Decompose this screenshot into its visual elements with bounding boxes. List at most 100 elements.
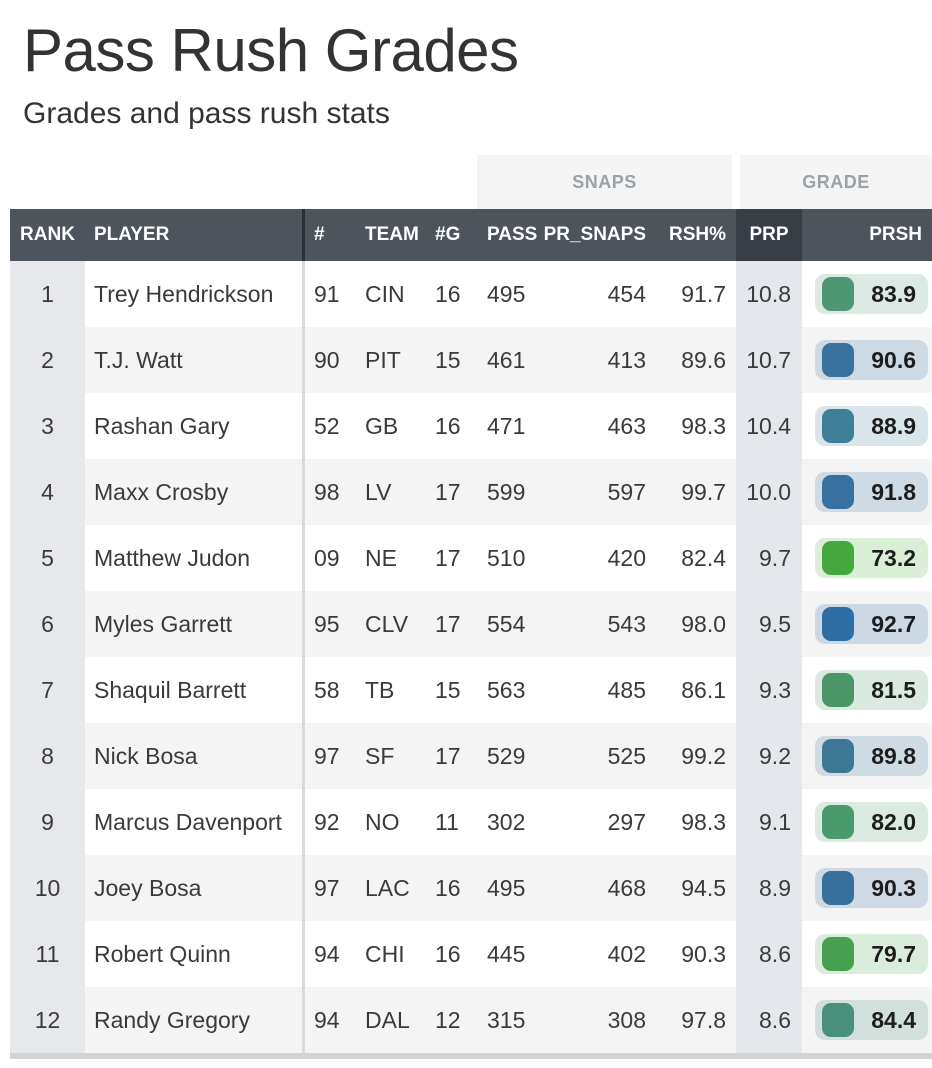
rsh-pct-cell: 94.5 (648, 855, 736, 921)
column-header-rank[interactable]: RANK (10, 209, 85, 261)
row-divider (302, 789, 305, 855)
row-divider (302, 393, 305, 459)
pass-snaps-cell: 495 (483, 261, 545, 327)
rsh-pct-cell: 99.7 (648, 459, 736, 525)
jersey-number-cell: 95 (305, 591, 353, 657)
header-gap (802, 209, 806, 261)
prsh-grade-cell: 83.9 (806, 261, 932, 327)
table-row[interactable]: 1 Trey Hendrickson 91 CIN 16 495 454 91.… (10, 261, 932, 327)
table-row[interactable]: 6 Myles Garrett 95 CLV 17 554 543 98.0 9… (10, 591, 932, 657)
rsh-pct-cell: 98.3 (648, 393, 736, 459)
rsh-pct-cell: 98.3 (648, 789, 736, 855)
games-cell: 17 (425, 591, 483, 657)
rsh-pct-cell: 90.3 (648, 921, 736, 987)
rsh-pct-cell: 99.2 (648, 723, 736, 789)
row-divider (302, 591, 305, 657)
jersey-number-cell: 91 (305, 261, 353, 327)
table-row[interactable]: 9 Marcus Davenport 92 NO 11 302 297 98.3… (10, 789, 932, 855)
rsh-pct-cell: 86.1 (648, 657, 736, 723)
prp-cell: 8.6 (736, 921, 802, 987)
column-header-pass[interactable]: PASS (483, 209, 545, 261)
jersey-number-cell: 92 (305, 789, 353, 855)
pr-snaps-cell: 297 (545, 789, 648, 855)
player-name-cell: Randy Gregory (85, 987, 302, 1053)
table-row[interactable]: 2 T.J. Watt 90 PIT 15 461 413 89.6 10.7 … (10, 327, 932, 393)
grade-value: 79.7 (871, 940, 916, 967)
team-cell: TB (353, 657, 425, 723)
table-row[interactable]: 3 Rashan Gary 52 GB 16 471 463 98.3 10.4… (10, 393, 932, 459)
prsh-grade-cell: 84.4 (806, 987, 932, 1053)
table-row[interactable]: 5 Matthew Judon 09 NE 17 510 420 82.4 9.… (10, 525, 932, 591)
prp-cell: 10.0 (736, 459, 802, 525)
jersey-number-cell: 52 (305, 393, 353, 459)
grade-badge: 82.0 (815, 802, 928, 842)
player-name-cell: Trey Hendrickson (85, 261, 302, 327)
group-header-spacer (10, 155, 477, 209)
jersey-number-cell: 94 (305, 921, 353, 987)
column-header-rsh-pct[interactable]: RSH% (648, 209, 736, 261)
grade-color-swatch (822, 805, 854, 839)
rank-cell: 2 (10, 327, 85, 393)
rsh-pct-cell: 89.6 (648, 327, 736, 393)
pass-snaps-cell: 510 (483, 525, 545, 591)
page-subtitle: Grades and pass rush stats (23, 97, 390, 130)
column-header-pr-snaps[interactable]: PR_SNAPS (544, 209, 648, 261)
rank-cell: 10 (10, 855, 85, 921)
prsh-grade-cell: 89.8 (806, 723, 932, 789)
team-cell: GB (353, 393, 425, 459)
grade-value: 88.9 (871, 412, 916, 439)
rank-cell: 3 (10, 393, 85, 459)
table-row[interactable]: 7 Shaquil Barrett 58 TB 15 563 485 86.1 … (10, 657, 932, 723)
table-row[interactable]: 4 Maxx Crosby 98 LV 17 599 597 99.7 10.0… (10, 459, 932, 525)
pass-snaps-cell: 315 (483, 987, 545, 1053)
column-header-prp-sorted[interactable]: PRP (736, 209, 802, 261)
row-gap (802, 657, 806, 723)
rank-cell: 12 (10, 987, 85, 1053)
row-divider (302, 657, 305, 723)
grade-value: 91.8 (871, 478, 916, 505)
table-row[interactable]: 12 Randy Gregory 94 DAL 12 315 308 97.8 … (10, 987, 932, 1053)
jersey-number-cell: 94 (305, 987, 353, 1053)
grade-color-swatch (822, 739, 854, 773)
rsh-pct-cell: 98.0 (648, 591, 736, 657)
table-row[interactable]: 11 Robert Quinn 94 CHI 16 445 402 90.3 8… (10, 921, 932, 987)
grade-value: 81.5 (871, 676, 916, 703)
row-divider (302, 723, 305, 789)
row-divider (302, 987, 305, 1053)
row-divider (302, 921, 305, 987)
team-cell: NE (353, 525, 425, 591)
grade-badge: 91.8 (815, 472, 928, 512)
games-cell: 11 (425, 789, 483, 855)
table-body: 1 Trey Hendrickson 91 CIN 16 495 454 91.… (10, 261, 932, 1053)
prp-cell: 8.9 (736, 855, 802, 921)
grade-color-swatch (822, 475, 854, 509)
grade-color-swatch (822, 937, 854, 971)
grade-color-swatch (822, 277, 854, 311)
grade-badge: 73.2 (815, 538, 928, 578)
column-header-prsh[interactable]: PRSH (806, 209, 932, 261)
team-cell: DAL (353, 987, 425, 1053)
games-cell: 17 (425, 525, 483, 591)
prsh-grade-cell: 88.9 (806, 393, 932, 459)
pr-snaps-cell: 485 (545, 657, 648, 723)
team-cell: NO (353, 789, 425, 855)
table-row[interactable]: 10 Joey Bosa 97 LAC 16 495 468 94.5 8.9 … (10, 855, 932, 921)
player-name-cell: Shaquil Barrett (85, 657, 302, 723)
team-cell: CLV (353, 591, 425, 657)
grade-badge: 90.6 (815, 340, 928, 380)
pass-snaps-cell: 495 (483, 855, 545, 921)
games-cell: 15 (425, 327, 483, 393)
prp-cell: 9.1 (736, 789, 802, 855)
player-name-cell: Myles Garrett (85, 591, 302, 657)
column-header-team[interactable]: TEAM (353, 209, 425, 261)
column-header-player[interactable]: PLAYER (85, 209, 302, 261)
row-divider (302, 327, 305, 393)
row-divider (302, 459, 305, 525)
player-name-cell: Nick Bosa (85, 723, 302, 789)
column-header-jersey[interactable]: # (305, 209, 353, 261)
jersey-number-cell: 90 (305, 327, 353, 393)
pr-snaps-cell: 543 (545, 591, 648, 657)
column-header-games[interactable]: #G (425, 209, 483, 261)
table-row[interactable]: 8 Nick Bosa 97 SF 17 529 525 99.2 9.2 89… (10, 723, 932, 789)
